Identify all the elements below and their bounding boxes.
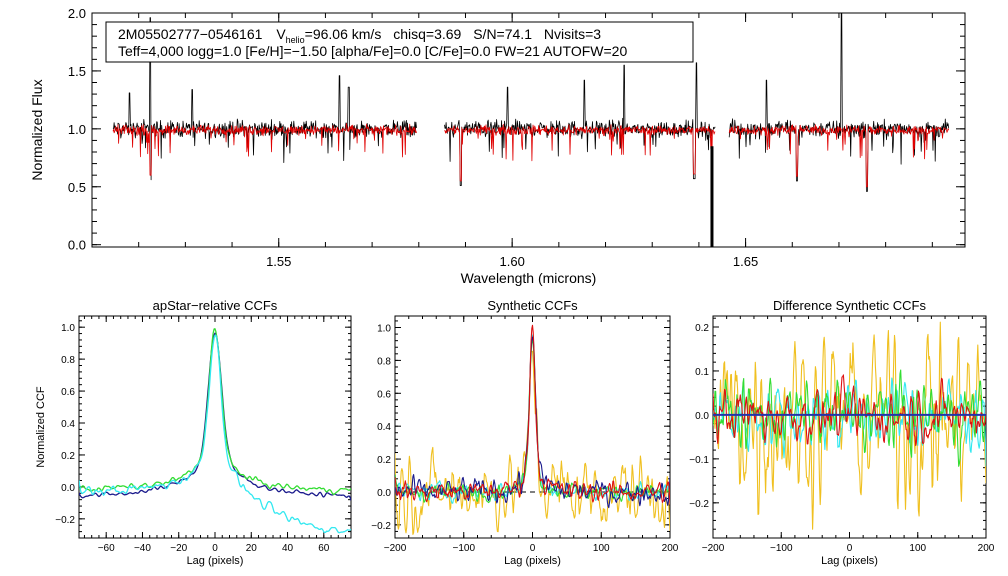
difference-ccf-plot-area [713, 321, 986, 530]
spectrum-ytick-label: 0.0 [68, 238, 86, 253]
difference-ccf-xtick-label: −100 [770, 543, 793, 554]
synthetic-ccf-navy-line [395, 336, 670, 509]
spectrum-model-line [728, 124, 950, 188]
vhelio-label: V [276, 26, 286, 42]
synthetic-ccf-ytick-label: −0.2 [371, 521, 391, 532]
spectrum-frame [91, 12, 966, 248]
vhelio-value: =96.06 km/s [305, 26, 382, 42]
synthetic-ccf-plot-area [395, 324, 670, 535]
synthetic-ccf-orange-line [395, 350, 670, 535]
apstar-ccf-ytick-label: 0.2 [61, 451, 75, 462]
apstar-ccf-ytick-label: −0.2 [55, 515, 75, 526]
apstar-ccf-frame [78, 315, 352, 539]
apstar-ccf-plot-area [79, 328, 351, 534]
info-line-2: Teff=4,000 logg=1.0 [Fe/H]=−1.50 [alpha/… [118, 43, 627, 59]
apstar-ccf-panel: −60 −40 −20 0 20 40 60 −0.2 0.0 0.2 0.4 0.6 0.8 1.0 ap… [35, 298, 352, 567]
synthetic-ccf-ytick-label: 0.2 [377, 455, 391, 466]
apstar-ccf-xtick-label: −40 [134, 543, 151, 554]
spectrum-ytick-label: 1.0 [68, 122, 86, 137]
apstar-ccf-xtick-label: 20 [246, 543, 258, 554]
spectrum-ytick-label: 2.0 [68, 6, 86, 21]
spectrum-xtick-label: 1.65 [733, 254, 758, 269]
apstar-ccf-xtick-label: −20 [170, 543, 187, 554]
synthetic-ccf-xtick-label: −100 [452, 543, 475, 554]
spectrum-panel: 1.55 1.60 1.65 0.0 0.5 1.0 1.5 2.0 Wavelength (m… [29, 6, 966, 286]
synthetic-ccf-xtick-label: 0 [530, 543, 536, 554]
apstar-ccf-xtick-label: −60 [98, 543, 115, 554]
synthetic-ccf-xtick-label: 100 [593, 543, 610, 554]
apstar-ccf-ytick-label: 1.0 [61, 323, 75, 334]
apstar-ccf-ytick-label: 0.0 [61, 483, 75, 494]
difference-ccf-ytick-label: 0.2 [695, 323, 709, 334]
vhelio-subscript: helio [286, 35, 305, 45]
difference-ccf-ytick-label: 0.1 [695, 367, 709, 378]
spectrum-model-line [112, 123, 417, 176]
difference-ccf-ytick-label: −0.2 [689, 499, 709, 510]
difference-ccf-ytick-label: −0.1 [689, 455, 709, 466]
difference-ccf-panel: −200 −100 0 100 200 −0.2 −0.1 0.0 0.1 0.2 Differen… [689, 298, 995, 567]
difference-ccf-xtick-label: 0 [847, 543, 853, 554]
apstar-ccf-green-line [79, 328, 351, 496]
synthetic-ccf-red-line [395, 324, 670, 505]
spectrum-plot-area [112, 13, 950, 247]
object-id: 2M05502777−0546161 [118, 26, 263, 42]
info-line-1: 2M05502777−0546161 Vhelio=96.06 km/s chi… [118, 26, 601, 45]
spectrum-model-line [444, 123, 716, 182]
apstar-ccf-xtick-label: 40 [282, 543, 294, 554]
sn-value: S/N=74.1 [473, 26, 532, 42]
difference-ccf-ytick-label: 0.0 [695, 411, 709, 422]
apstar-ccf-title: apStar−relative CCFs [153, 298, 278, 313]
spectrum-ytick-label: 0.5 [68, 180, 86, 195]
spectrum-xtick-label: 1.60 [500, 254, 525, 269]
synthetic-ccf-ytick-label: 0.0 [377, 488, 391, 499]
synthetic-ccf-ytick-label: 0.4 [377, 422, 391, 433]
synthetic-ccf-xlabel: Lag (pixels) [504, 555, 561, 567]
info-box-frame [105, 21, 694, 63]
difference-ccf-xlabel: Lag (pixels) [821, 555, 878, 567]
apstar-ccf-cyan-line [79, 334, 351, 534]
synthetic-ccf-panel: −200 −100 0 100 200 −0.2 0.0 0.2 0.4 0.6 0.8 1.0 Syn… [371, 298, 679, 567]
spectrum-observed-line [728, 13, 950, 192]
apstar-ccf-ytick-label: 0.4 [61, 419, 75, 430]
difference-ccf-xtick-label: −200 [702, 543, 725, 554]
synthetic-ccf-xtick-label: 200 [662, 543, 679, 554]
difference-ccf-xtick-label: 100 [909, 543, 926, 554]
apstar-ccf-ytick-label: 0.6 [61, 387, 75, 398]
spectrum-observed-line [444, 62, 716, 187]
synthetic-ccf-title: Synthetic CCFs [487, 298, 578, 313]
difference-ccf-xtick-label: 200 [978, 543, 995, 554]
info-box: 2M05502777−0546161 Vhelio=96.06 km/s chi… [105, 21, 694, 63]
spectrum-xlabel: Wavelength (microns) [461, 270, 597, 286]
difference-ccf-cyan-line [713, 377, 986, 467]
apstar-ccf-ylabel: Normalized CCF [35, 386, 47, 468]
spectrum-xtick-label: 1.55 [266, 254, 291, 269]
difference-ccf-title: Difference Synthetic CCFs [773, 298, 926, 313]
synthetic-ccf-xtick-label: −200 [384, 543, 407, 554]
difference-ccf-orange-line [713, 321, 986, 530]
chisq-value: chisq=3.69 [393, 26, 461, 42]
synthetic-ccf-ytick-label: 0.8 [377, 356, 391, 367]
apstar-ccf-ytick-label: 0.8 [61, 355, 75, 366]
nvisits-value: Nvisits=3 [544, 26, 601, 42]
spectrum-ytick-label: 1.5 [68, 64, 86, 79]
synthetic-ccf-ytick-label: 0.6 [377, 389, 391, 400]
synthetic-ccf-ytick-label: 1.0 [377, 324, 391, 335]
apstar-ccf-navy-line [79, 332, 351, 501]
apstar-ccf-xtick-label: 60 [318, 543, 330, 554]
apstar-ccf-xtick-label: 0 [212, 543, 218, 554]
apstar-ccf-xlabel: Lag (pixels) [187, 555, 244, 567]
spectrum-ylabel: Normalized Flux [29, 79, 45, 180]
